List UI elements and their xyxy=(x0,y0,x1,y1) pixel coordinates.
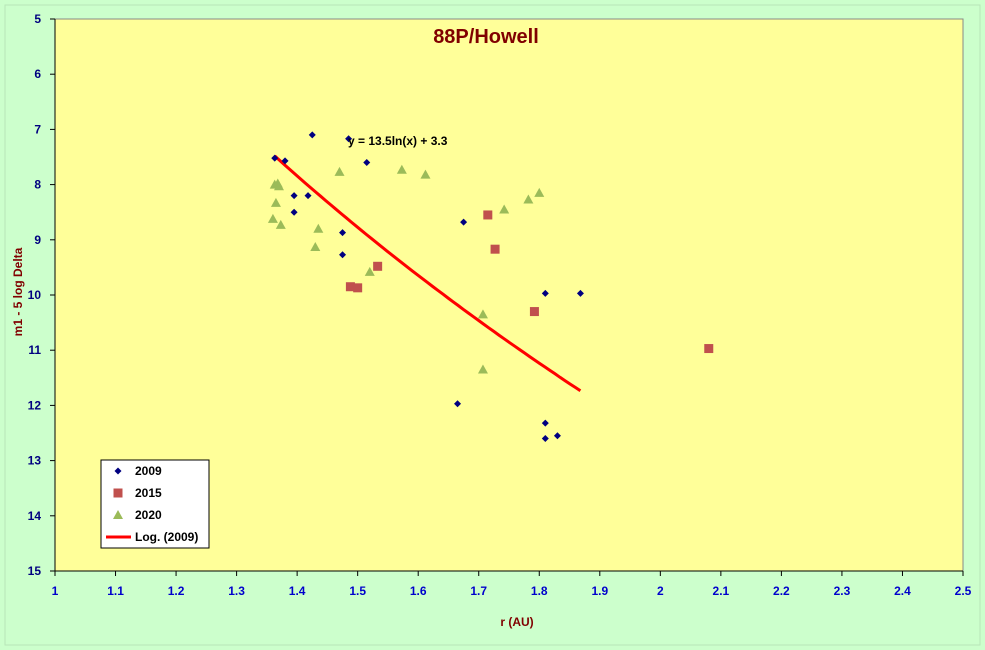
data-point-2020 xyxy=(396,164,407,174)
data-point-2020 xyxy=(477,364,488,374)
data-point-2009 xyxy=(541,419,549,427)
data-point-2015 xyxy=(345,282,355,292)
y-tick-label: 9 xyxy=(34,233,41,247)
legend-label-2020: 2020 xyxy=(135,508,162,522)
data-point-2020 xyxy=(499,204,510,214)
x-axis-label: r (AU) xyxy=(500,615,533,629)
data-point-2009 xyxy=(454,400,462,408)
data-point-2015 xyxy=(704,344,714,354)
data-point-2015 xyxy=(490,244,500,254)
chart-title: 88P/Howell xyxy=(433,26,539,48)
x-tick-label: 2.1 xyxy=(713,584,730,598)
data-point-2020 xyxy=(270,197,281,207)
data-point-2009 xyxy=(290,192,298,200)
data-point-2009 xyxy=(541,289,549,297)
data-point-2020 xyxy=(523,194,534,204)
legend: 2009 2015 2020 Log. (2009) xyxy=(100,459,210,549)
x-tick-label: 2.3 xyxy=(834,584,851,598)
data-point-2015 xyxy=(353,283,363,293)
y-tick-label: 6 xyxy=(34,67,41,81)
y-tick-label: 10 xyxy=(28,288,42,302)
data-point-2020 xyxy=(364,266,375,276)
y-tick-label: 8 xyxy=(34,178,41,192)
x-tick-label: 1.7 xyxy=(470,584,487,598)
trendline-equation: y = 13.5ln(x) + 3.3 xyxy=(348,134,448,148)
x-tick-label: 1.3 xyxy=(228,584,245,598)
data-point-2009 xyxy=(308,131,316,139)
legend-label-trendline: Log. (2009) xyxy=(135,530,198,544)
trendline-log-2009 xyxy=(273,154,582,393)
data-point-2020 xyxy=(275,219,286,229)
data-point-2020 xyxy=(267,213,278,223)
y-tick-label: 13 xyxy=(28,454,42,468)
trendline-group xyxy=(273,154,582,393)
x-tick-label: 2.2 xyxy=(773,584,790,598)
y-tick-label: 15 xyxy=(28,564,42,578)
x-tick-label: 1.4 xyxy=(289,584,306,598)
data-point-2015 xyxy=(483,210,493,220)
data-point-2020 xyxy=(310,241,321,251)
data-point-2009 xyxy=(271,154,279,162)
data-point-2009 xyxy=(553,432,561,440)
y-tick-label: 12 xyxy=(28,398,42,412)
data-point-2020 xyxy=(273,181,284,191)
x-tick-label: 1.9 xyxy=(591,584,608,598)
data-points xyxy=(267,131,714,443)
data-point-2009 xyxy=(576,289,584,297)
data-point-2009 xyxy=(541,435,549,443)
x-tick-label: 1 xyxy=(52,584,59,598)
legend-label-2009: 2009 xyxy=(135,464,162,478)
x-axis-ticks: 1 1.1 1.2 1.3 1.4 1.5 1.6 1.7 1.8 1.9 2 2.1 2.2 2.3 2.… xyxy=(52,571,972,598)
data-point-2009 xyxy=(460,218,468,226)
data-point-2020 xyxy=(534,187,545,197)
x-tick-label: 2 xyxy=(657,584,664,598)
x-tick-label: 1.2 xyxy=(168,584,185,598)
legend-box xyxy=(100,459,210,549)
x-tick-label: 2.5 xyxy=(955,584,972,598)
data-point-2009 xyxy=(304,192,312,200)
data-point-2009 xyxy=(281,157,289,165)
data-point-2015 xyxy=(529,307,539,317)
data-point-2015 xyxy=(373,261,383,271)
data-point-2009 xyxy=(363,159,371,167)
data-point-2020 xyxy=(313,223,324,233)
legend-markers xyxy=(106,467,131,539)
legend-marker-2015 xyxy=(113,488,123,498)
x-tick-label: 1.6 xyxy=(410,584,427,598)
legend-label-2015: 2015 xyxy=(135,486,162,500)
data-point-2020 xyxy=(477,309,488,319)
data-point-2009 xyxy=(345,135,353,143)
y-tick-label: 14 xyxy=(28,509,42,523)
x-tick-label: 1.1 xyxy=(107,584,124,598)
x-tick-label: 2.4 xyxy=(894,584,911,598)
y-axis-label: m1 - 5 log Delta xyxy=(11,247,25,336)
y-tick-label: 5 xyxy=(34,12,41,26)
data-point-2020 xyxy=(334,166,345,176)
x-tick-label: 1.5 xyxy=(349,584,366,598)
x-tick-label: 1.8 xyxy=(531,584,548,598)
y-tick-label: 11 xyxy=(28,343,41,357)
data-point-2009 xyxy=(290,208,298,216)
data-point-2009 xyxy=(339,229,347,237)
y-tick-label: 7 xyxy=(34,122,41,136)
legend-marker-2009 xyxy=(114,467,122,475)
legend-marker-2020 xyxy=(113,510,123,519)
data-point-2009 xyxy=(339,251,347,259)
data-point-2020 xyxy=(420,169,431,179)
y-axis-ticks: 5 6 7 8 9 10 11 12 13 14 15 xyxy=(28,12,55,578)
